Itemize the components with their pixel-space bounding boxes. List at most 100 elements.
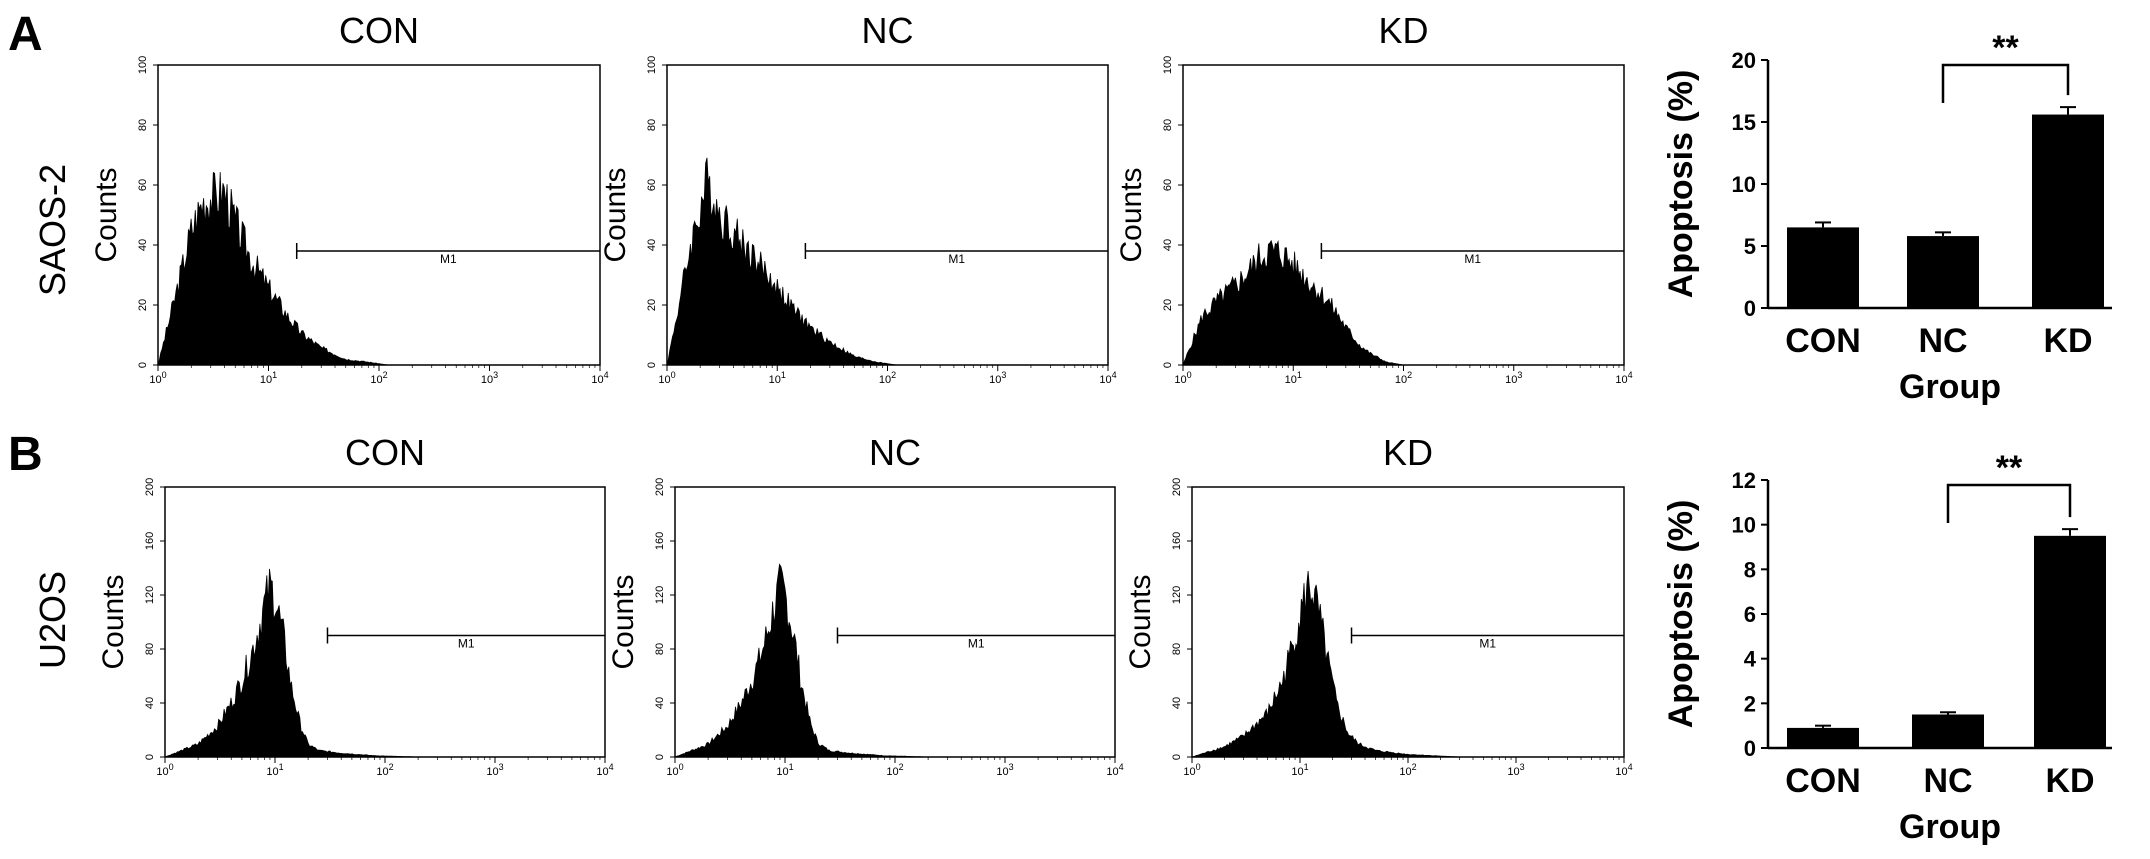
bar <box>1912 714 1984 748</box>
y-tick-label: 120 <box>144 586 156 604</box>
x-tick-label: 102 <box>370 370 387 386</box>
x-tick-label: 100 <box>1183 762 1200 778</box>
bar-y-tick-label: 8 <box>1744 557 1756 582</box>
x-tick-label: 103 <box>481 370 498 386</box>
bar-category-label: KD <box>2043 322 2092 360</box>
y-tick-label: 40 <box>646 239 658 251</box>
x-tick-label: 103 <box>996 762 1013 778</box>
bar-y-tick-label: 10 <box>1732 172 1756 197</box>
y-tick-label: 0 <box>1162 362 1174 368</box>
x-tick-label: 100 <box>666 762 683 778</box>
y-tick-label: 80 <box>646 119 658 131</box>
bar-category-label: NC <box>1918 322 1967 360</box>
y-tick-label: 0 <box>144 754 156 760</box>
histogram-area <box>666 157 1108 366</box>
y-tick-label: 80 <box>137 119 149 131</box>
histogram-layer: CON Counts 0 20 40 60 80 100 100 101 102 103 104 M1 NC… <box>90 10 1633 778</box>
bar-category-label: CON <box>1785 322 1861 360</box>
bar-y-tick-label: 5 <box>1744 234 1756 259</box>
x-tick-label: 103 <box>486 762 503 778</box>
histogram-panel: CON Counts 0 20 40 60 80 100 100 101 102 103 104 M1 <box>90 10 609 386</box>
gate-label: M1 <box>1464 252 1481 266</box>
y-tick-label: 80 <box>1171 643 1183 655</box>
bar-y-tick-label: 4 <box>1744 647 1757 672</box>
y-tick-label: 20 <box>137 299 149 311</box>
significance-label: ** <box>1996 449 2023 487</box>
gate-label: M1 <box>440 252 457 266</box>
y-tick-label: 60 <box>1162 179 1174 191</box>
row-label-saos2: SAOS-2 <box>32 164 73 296</box>
y-tick-label: 120 <box>1171 586 1183 604</box>
y-tick-label: 0 <box>137 362 149 368</box>
significance-label: ** <box>1992 29 2019 67</box>
y-tick-label: 100 <box>646 56 658 74</box>
x-tick-label: 102 <box>879 370 896 386</box>
histogram-panel: KD Counts 0 40 80 120 160 200 100 101 102 103 104 M1 <box>1124 432 1633 778</box>
y-tick-label: 0 <box>654 754 666 760</box>
x-tick-label: 102 <box>376 762 393 778</box>
y-tick-label: 160 <box>654 532 666 550</box>
significance-bracket <box>1946 483 2072 523</box>
counts-axis-label: Counts <box>1124 574 1157 669</box>
y-tick-label: 20 <box>1162 299 1174 311</box>
gate-label: M1 <box>948 252 965 266</box>
bar-y-tick-label: 2 <box>1744 691 1756 716</box>
y-tick-label: 40 <box>1171 697 1183 709</box>
x-tick-label: 101 <box>1291 762 1308 778</box>
x-tick-label: 101 <box>260 370 277 386</box>
bar-y-tick-label: 12 <box>1732 468 1756 493</box>
histogram-panel: NC Counts 0 20 40 60 80 100 100 101 102 103 104 M1 <box>599 10 1117 386</box>
bar-y-tick-label: 20 <box>1732 48 1756 73</box>
y-tick-label: 120 <box>654 586 666 604</box>
bar <box>2034 535 2106 748</box>
counts-axis-label: Counts <box>90 167 123 262</box>
histogram-area <box>1182 239 1624 366</box>
panel-letter-b: B <box>8 428 43 481</box>
x-tick-label: 100 <box>156 762 173 778</box>
bar-y-tick-label: 15 <box>1732 110 1756 135</box>
x-tick-label: 102 <box>1395 370 1412 386</box>
gate-label: M1 <box>968 637 985 651</box>
bar-category-label: CON <box>1785 762 1861 800</box>
y-tick-label: 60 <box>646 179 658 191</box>
y-tick-label: 100 <box>137 56 149 74</box>
x-tick-label: 102 <box>1399 762 1416 778</box>
panel-letter-a: A <box>8 8 43 61</box>
x-tick-label: 104 <box>596 762 613 778</box>
counts-axis-label: Counts <box>97 574 130 669</box>
y-tick-label: 60 <box>137 179 149 191</box>
x-tick-label: 101 <box>266 762 283 778</box>
bar <box>1787 227 1859 308</box>
bar <box>2032 114 2104 308</box>
histogram-title: CON <box>339 10 419 51</box>
y-tick-label: 80 <box>654 643 666 655</box>
bar-category-label: KD <box>2045 762 2094 800</box>
counts-axis-label: Counts <box>599 167 632 262</box>
histogram-area <box>674 563 1115 758</box>
histogram-panel: CON Counts 0 40 80 120 160 200 100 101 102 103 104 M1 <box>97 432 614 778</box>
histogram-panel: KD Counts 0 20 40 60 80 100 100 101 102 103 104 M1 <box>1115 10 1633 386</box>
bar-chart: 0 5 10 15 20 CON NC KD Group Apoptosis (%) ** <box>1662 29 2112 406</box>
x-tick-label: 101 <box>769 370 786 386</box>
histogram-panel: NC Counts 0 40 80 120 160 200 100 101 102 103 104 M1 <box>607 432 1124 778</box>
bar-x-axis-title: Group <box>1899 808 2001 846</box>
histogram-area <box>1191 570 1624 758</box>
bar-category-label: NC <box>1923 762 1972 800</box>
bar-x-axis-title: Group <box>1899 368 2001 406</box>
bar-y-tick-label: 0 <box>1744 296 1756 321</box>
x-tick-label: 104 <box>1615 370 1632 386</box>
y-tick-label: 40 <box>1162 239 1174 251</box>
x-tick-label: 104 <box>1106 762 1123 778</box>
bar-y-tick-label: 6 <box>1744 602 1756 627</box>
y-tick-label: 40 <box>144 697 156 709</box>
y-tick-label: 160 <box>1171 532 1183 550</box>
bar-y-tick-label: 0 <box>1744 736 1756 761</box>
histogram-title: KD <box>1383 432 1433 473</box>
histogram-title: CON <box>345 432 425 473</box>
bar <box>1787 727 1859 748</box>
histogram-area <box>164 568 605 758</box>
bar-chart: 0 2 4 6 8 10 12 CON NC KD Group Apoptosis (%) ** <box>1662 449 2112 846</box>
x-tick-label: 101 <box>776 762 793 778</box>
histogram-title: NC <box>869 432 921 473</box>
